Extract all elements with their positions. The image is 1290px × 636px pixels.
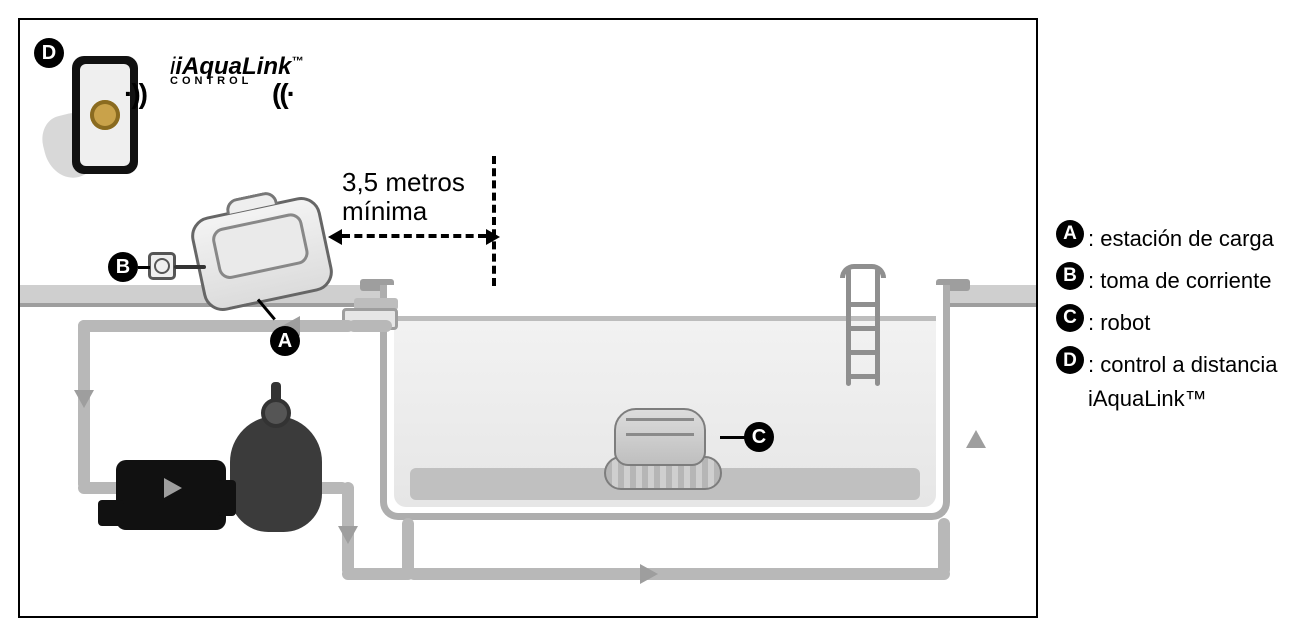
legend-item-d: D : control a distancia iAquaLink™ (1056, 346, 1278, 416)
callout-c: C (744, 422, 774, 452)
flow-arrow (640, 564, 658, 584)
robot-cleaner (604, 408, 722, 490)
callout-d: D (34, 38, 64, 68)
legend-item-b: B : toma de corriente (1056, 262, 1278, 298)
flow-arrow (164, 478, 182, 498)
legend-text: : toma de corriente (1088, 262, 1271, 298)
pipe (78, 320, 354, 332)
legend-letter: B (1056, 262, 1084, 290)
pool-edge-marker (492, 156, 496, 286)
wifi-icon: ·)) (124, 78, 146, 110)
brand-logo: iiAquaLink™ CONTROL (170, 56, 303, 87)
legend: A : estación de carga B : toma de corrie… (1038, 0, 1278, 636)
legend-letter: C (1056, 304, 1084, 332)
legend-text: : control a distancia iAquaLink™ (1088, 346, 1278, 416)
callout-c-lead (720, 436, 746, 439)
legend-letter: D (1056, 346, 1084, 374)
legend-item-a: A : estación de carga (1056, 220, 1278, 256)
legend-letter: A (1056, 220, 1084, 248)
flow-arrow (74, 390, 94, 408)
legend-text-line2: iAquaLink™ (1088, 386, 1207, 411)
flow-arrow (966, 430, 986, 448)
legend-item-c: C : robot (1056, 304, 1278, 340)
pool-ladder (840, 268, 886, 386)
distance-label: 3,5 metros mínima (342, 168, 465, 225)
callout-a: A (270, 326, 300, 356)
pool-filter (230, 416, 322, 532)
legend-text: : robot (1088, 304, 1150, 340)
legend-text: : estación de carga (1088, 220, 1274, 256)
diagram-frame: ·)) ((· iiAquaLink™ CONTROL 3,5 metros m… (18, 18, 1038, 618)
legend-text-line1: : control a distancia (1088, 352, 1278, 377)
pipe (408, 568, 950, 580)
distance-arrow (342, 234, 486, 238)
callout-b: B (108, 252, 138, 282)
remote-phone (44, 50, 160, 178)
power-cord (174, 265, 206, 269)
pipe (348, 320, 392, 332)
power-outlet (148, 252, 176, 280)
callout-b-lead (138, 266, 150, 269)
distance-value: 3,5 metros (342, 167, 465, 197)
distance-qualifier: mínima (342, 196, 427, 226)
flow-arrow (338, 526, 358, 544)
pipe (342, 568, 412, 580)
